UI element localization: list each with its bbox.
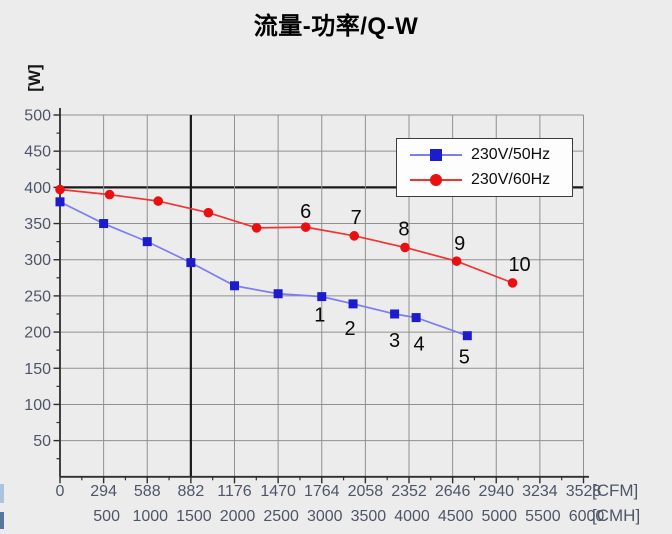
point-label-7: 7 bbox=[351, 207, 362, 229]
data-point-230V/50Hz bbox=[99, 219, 109, 229]
y-tick-label: 50 bbox=[33, 433, 51, 450]
x-tick-label-cmh: 5500 bbox=[525, 508, 561, 525]
x-tick-label-cmh: 1000 bbox=[132, 508, 168, 525]
x-tick-label-cfm: 1470 bbox=[260, 483, 296, 500]
point-label-4: 4 bbox=[414, 334, 425, 356]
y-tick-label: 500 bbox=[24, 108, 51, 125]
x-tick-label-cmh: 2500 bbox=[263, 508, 299, 525]
x-tick-label-cfm: 294 bbox=[90, 483, 117, 500]
y-tick-label: 350 bbox=[24, 216, 51, 233]
y-tick-label: 400 bbox=[24, 180, 51, 197]
data-point-230V/60Hz bbox=[300, 222, 311, 232]
legend-circle-marker-icon bbox=[410, 174, 462, 187]
point-label-10: 10 bbox=[508, 254, 530, 276]
legend-item-50hz: 230V/50Hz bbox=[397, 146, 572, 164]
point-label-1: 1 bbox=[314, 305, 325, 327]
x-tick-label-cfm: 1176 bbox=[217, 483, 252, 500]
x-tick-label-cmh: 4000 bbox=[394, 508, 430, 525]
x-tick-label-cfm: 2646 bbox=[435, 483, 471, 500]
x-tick-label-cmh: 4500 bbox=[438, 508, 474, 525]
series-line-230V/60Hz bbox=[59, 188, 513, 284]
y-tick-label: 200 bbox=[24, 325, 51, 342]
legend-label-50hz: 230V/50Hz bbox=[471, 145, 551, 163]
scan-artifact bbox=[0, 512, 4, 529]
x-tick-label-cmh: 6000 bbox=[569, 508, 605, 525]
data-point-230V/60Hz bbox=[104, 189, 115, 200]
chart-title: 流量-功率/Q-W bbox=[253, 13, 419, 40]
y-tick-label: 300 bbox=[24, 252, 51, 269]
data-point-230V/50Hz bbox=[348, 299, 358, 309]
legend-box: 230V/50Hz 230V/60Hz bbox=[396, 138, 573, 197]
y-axis-unit: [W] bbox=[25, 64, 44, 91]
data-point-230V/50Hz bbox=[411, 313, 421, 323]
legend-square-marker-icon bbox=[410, 148, 462, 161]
x-axis-unit-cfm: [CFM] bbox=[592, 481, 638, 500]
legend-label-60hz: 230V/60Hz bbox=[471, 171, 551, 189]
data-point-230V/60Hz bbox=[349, 231, 360, 241]
data-point-230V/60Hz bbox=[451, 256, 462, 266]
scan-artifact bbox=[0, 484, 4, 503]
x-tick-label-cmh: 2000 bbox=[220, 508, 256, 525]
data-point-230V/60Hz bbox=[203, 207, 214, 218]
data-point-230V/50Hz bbox=[390, 309, 400, 319]
x-tick-label-cfm: 3528 bbox=[566, 483, 602, 500]
data-point-230V/60Hz bbox=[153, 196, 164, 206]
data-point-230V/50Hz bbox=[55, 197, 65, 207]
data-point-230V/50Hz bbox=[186, 258, 196, 268]
x-tick-label-cfm: 0 bbox=[56, 483, 65, 500]
y-tick-label: 100 bbox=[24, 397, 51, 414]
data-point-230V/60Hz bbox=[507, 278, 518, 288]
legend-item-60hz: 230V/60Hz bbox=[397, 171, 572, 189]
x-tick-label-cfm: 1764 bbox=[304, 483, 340, 500]
x-tick-label-cfm: 2058 bbox=[348, 483, 384, 500]
data-point-230V/60Hz bbox=[55, 184, 65, 195]
point-label-5: 5 bbox=[459, 347, 470, 369]
x-tick-label-cfm: 2940 bbox=[478, 483, 514, 500]
data-point-230V/50Hz bbox=[230, 281, 239, 291]
point-label-3: 3 bbox=[389, 330, 400, 352]
data-point-230V/50Hz bbox=[273, 289, 283, 299]
data-point-230V/50Hz bbox=[462, 331, 472, 341]
x-tick-label-cmh: 3500 bbox=[351, 508, 387, 525]
legend-marker-0 bbox=[430, 148, 442, 161]
x-tick-label-cmh: 5000 bbox=[481, 508, 517, 525]
data-point-230V/60Hz bbox=[251, 223, 262, 233]
y-tick-label: 250 bbox=[24, 288, 51, 305]
x-tick-label-cmh: 500 bbox=[93, 508, 120, 525]
x-tick-label-cfm: 882 bbox=[178, 483, 205, 500]
point-label-9: 9 bbox=[454, 233, 465, 255]
y-tick-label: 150 bbox=[24, 361, 51, 378]
x-tick-label-cmh: 3000 bbox=[307, 508, 343, 525]
point-label-8: 8 bbox=[398, 218, 409, 240]
legend-marker-1 bbox=[430, 174, 442, 187]
point-label-6: 6 bbox=[300, 201, 311, 223]
point-label-2: 2 bbox=[344, 318, 355, 340]
data-point-230V/50Hz bbox=[317, 292, 327, 302]
x-axis-unit-cmh: [CMH] bbox=[592, 506, 640, 525]
data-point-230V/50Hz bbox=[142, 237, 152, 247]
data-point-230V/60Hz bbox=[400, 242, 410, 253]
x-tick-label-cmh: 1500 bbox=[176, 508, 212, 525]
x-tick-label-cfm: 2352 bbox=[391, 483, 427, 500]
y-tick-label: 450 bbox=[24, 144, 51, 161]
x-tick-label-cfm: 3234 bbox=[522, 483, 558, 500]
x-tick-label-cfm: 588 bbox=[134, 483, 161, 500]
